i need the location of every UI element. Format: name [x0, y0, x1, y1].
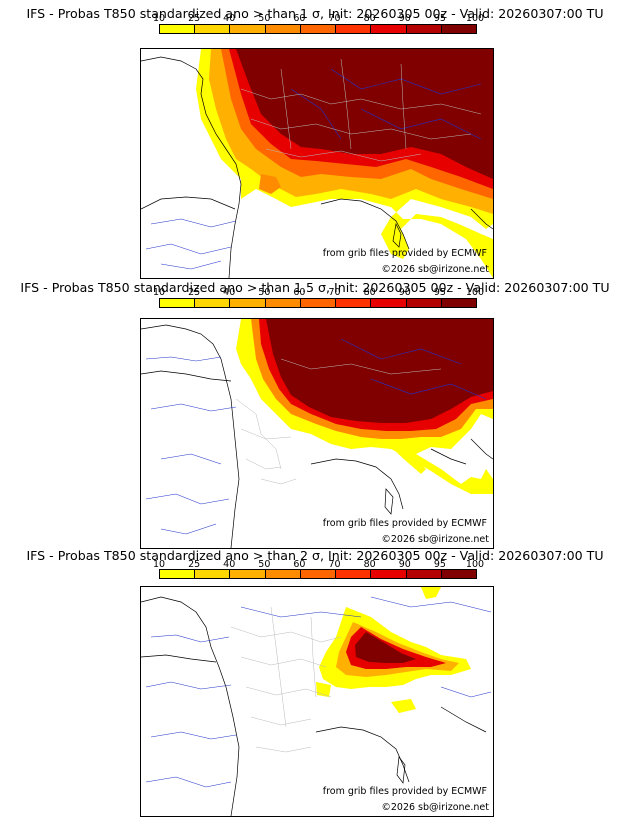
- colorbar-segment: [300, 299, 337, 307]
- colorbar: [159, 298, 477, 308]
- colorbar-ticks: 10 25 40 50 60 70 80 90 95 100: [153, 13, 484, 24]
- copyright: ©2026 sb@irizone.net: [381, 802, 489, 813]
- colorbar-segment: [371, 299, 407, 307]
- source-note: from grib files provided by ECMWF: [322, 248, 487, 259]
- map-panel-1-5sigma: IFS - Probas T850 standardized ano > tha…: [0, 270, 630, 549]
- colorbar-tick-label: 90: [398, 13, 411, 24]
- colorbar-segment: [336, 299, 372, 307]
- source-note: from grib files provided by ECMWF: [322, 518, 487, 529]
- colorbar-tick-label: 70: [328, 287, 341, 298]
- colorbar: [159, 569, 477, 579]
- colorbar-segment: [160, 299, 196, 307]
- rivers: [145, 596, 492, 788]
- colorbar-segment: [406, 570, 442, 578]
- colorbar-segment: [406, 299, 442, 307]
- colorbar-tick-label: 100: [465, 287, 485, 298]
- colorbar-tick-label: 50: [258, 287, 271, 298]
- colorbar-ticks: 10 25 40 50 60 70 80 90 95 100: [153, 287, 484, 298]
- admin-borders: [235, 358, 442, 485]
- panel-title: IFS - Probas T850 standardized ano > tha…: [26, 548, 604, 563]
- source-note: from grib files provided by ECMWF: [322, 786, 487, 797]
- colorbar-tick-label: 80: [363, 13, 376, 24]
- colorbar-tick-label: 40: [223, 13, 236, 24]
- colorbar-tick-label: 25: [188, 287, 201, 298]
- colorbar-segment: [336, 25, 372, 33]
- colorbar-segment: [230, 25, 266, 33]
- colorbar-segment: [406, 25, 442, 33]
- colorbar-segment: [441, 25, 476, 33]
- colorbar-segment: [300, 25, 337, 33]
- colorbar-segment: [265, 570, 301, 578]
- rivers: [145, 338, 487, 535]
- colorbar-segment: [371, 25, 407, 33]
- colorbar-tick-label: 95: [433, 559, 446, 570]
- colorbar-tick-label: 50: [258, 559, 271, 570]
- colorbar-tick-label: 70: [328, 13, 341, 24]
- colorbar-segment: [371, 570, 407, 578]
- colorbar-tick-label: 90: [398, 559, 411, 570]
- colorbar-segment: [336, 570, 372, 578]
- probability-map: from grib files provided by ECMWF ©2026 …: [140, 48, 494, 279]
- colorbar-tick-label: 10: [152, 287, 166, 298]
- colorbar-segment: [160, 25, 196, 33]
- colorbar-tick-label: 100: [465, 13, 485, 24]
- copyright: ©2026 sb@irizone.net: [381, 264, 489, 275]
- colorbar-tick-label: 70: [328, 559, 341, 570]
- colorbar-segment: [300, 570, 337, 578]
- copyright: ©2026 sb@irizone.net: [381, 534, 489, 545]
- colorbar-segment: [441, 570, 476, 578]
- colorbar-tick-label: 25: [188, 13, 201, 24]
- colorbar-tick-label: 60: [293, 13, 306, 24]
- admin-borders: [230, 606, 342, 753]
- colorbar-segment: [195, 25, 231, 33]
- colorbar-tick-label: 95: [433, 287, 446, 298]
- colorbar-segment: [230, 299, 266, 307]
- probability-map: from grib files provided by ECMWF ©2026 …: [140, 318, 494, 549]
- colorbar-tick-label: 100: [465, 559, 485, 570]
- colorbar-segment: [265, 299, 301, 307]
- colorbar-tick-label: 10: [152, 559, 166, 570]
- admin-borders: [240, 58, 482, 162]
- map-panel-2sigma: IFS - Probas T850 standardized ano > tha…: [0, 540, 630, 817]
- probability-map: from grib files provided by ECMWF ©2026 …: [140, 586, 494, 817]
- colorbar: [159, 24, 477, 34]
- colorbar-tick-label: 90: [398, 287, 411, 298]
- colorbar-ticks: 10 25 40 50 60 70 80 90 95 100: [153, 559, 484, 570]
- colorbar-tick-label: 80: [363, 287, 376, 298]
- colorbar-segment: [195, 299, 231, 307]
- colorbar-tick-label: 25: [188, 559, 201, 570]
- panel-title: IFS - Probas T850 standardized ano > tha…: [26, 6, 604, 21]
- probability-shading: [316, 587, 471, 713]
- colorbar-segment: [160, 570, 196, 578]
- colorbar-tick-label: 10: [152, 13, 166, 24]
- map-svg: [141, 587, 492, 816]
- colorbar-tick-label: 60: [293, 559, 306, 570]
- colorbar-tick-label: 60: [293, 287, 306, 298]
- map-svg: [141, 319, 493, 548]
- colorbar-segment: [441, 299, 476, 307]
- probability-shading: [236, 319, 493, 494]
- colorbar-tick-label: 80: [363, 559, 376, 570]
- colorbar-tick-label: 40: [223, 287, 236, 298]
- colorbar-segment: [230, 570, 266, 578]
- panel-title: IFS - Probas T850 standardized ano > tha…: [20, 280, 610, 295]
- coastlines: [141, 596, 487, 816]
- coastlines: [141, 56, 493, 278]
- coastlines: [141, 324, 493, 548]
- colorbar-tick-label: 40: [223, 559, 236, 570]
- colorbar-segment: [195, 570, 231, 578]
- colorbar-segment: [265, 25, 301, 33]
- colorbar-tick-label: 95: [433, 13, 446, 24]
- colorbar-tick-label: 50: [258, 13, 271, 24]
- map-panel-1sigma: IFS - Probas T850 standardized ano > tha…: [0, 0, 630, 279]
- probability-shading: [196, 49, 493, 278]
- map-svg: [141, 49, 493, 278]
